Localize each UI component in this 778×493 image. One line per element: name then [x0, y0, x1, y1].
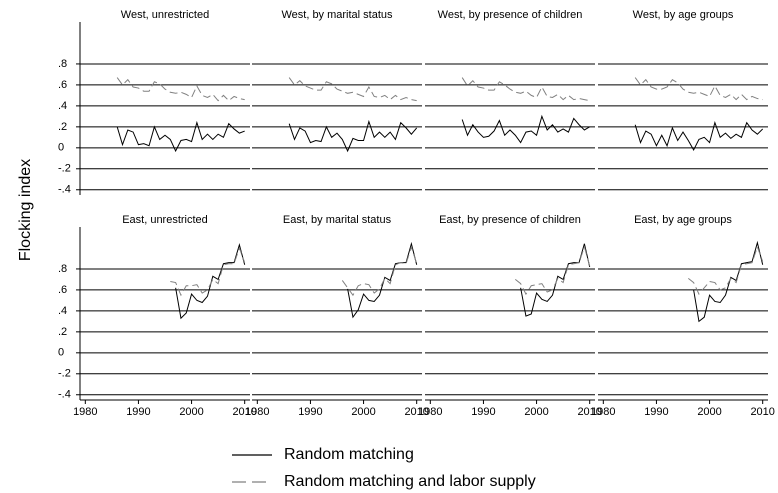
- x-tick-label: 2000: [697, 406, 721, 418]
- series-line: [634, 120, 764, 151]
- y-tick-label: .6: [58, 79, 67, 91]
- panel-title: East, by marital status: [283, 214, 392, 226]
- panel-title: East, unrestricted: [122, 214, 208, 226]
- x-tick-label: 2010: [750, 406, 774, 418]
- panel-title: West, by presence of children: [438, 9, 583, 21]
- y-tick-label: -.4: [58, 184, 71, 196]
- x-tick-label: 2010: [577, 406, 601, 418]
- x-tick-label: 2000: [524, 406, 548, 418]
- y-tick-label: .4: [58, 305, 67, 317]
- x-tick-label: 2000: [179, 406, 203, 418]
- x-tick-label: 2010: [404, 406, 428, 418]
- series-line: [288, 119, 418, 153]
- series-line: [461, 114, 590, 144]
- panel-title: West, unrestricted: [121, 9, 209, 21]
- panel-title: East, by age groups: [634, 214, 732, 226]
- y-tick-label: .8: [58, 263, 67, 275]
- panel-title: West, by marital status: [281, 9, 393, 21]
- x-tick-label: 1990: [298, 406, 322, 418]
- legend-label: Random matching and labor supply: [284, 473, 536, 490]
- x-tick-label: 1980: [418, 406, 442, 418]
- series-line: [341, 245, 418, 297]
- y-tick-label: 0: [58, 142, 64, 154]
- series-line: [116, 77, 245, 102]
- series-line: [520, 243, 591, 317]
- y-tick-label: -.2: [58, 368, 71, 380]
- panel-title: East, by presence of children: [439, 214, 581, 226]
- series-line: [688, 245, 764, 296]
- y-tick-label: .2: [58, 326, 67, 338]
- y-tick-label: .2: [58, 121, 67, 133]
- x-tick-label: 2000: [351, 406, 375, 418]
- y-tick-label: 0: [58, 347, 64, 359]
- y-tick-label: -.2: [58, 163, 71, 175]
- y-tick-label: .4: [58, 100, 67, 112]
- x-tick-label: 1990: [471, 406, 495, 418]
- x-tick-label: 1990: [644, 406, 668, 418]
- y-tick-label: .8: [58, 58, 67, 70]
- series-line: [116, 120, 245, 153]
- series-line: [288, 77, 417, 102]
- y-tick-label: .6: [58, 284, 67, 296]
- x-tick-label: 2010: [232, 406, 256, 418]
- x-tick-label: 1980: [73, 406, 97, 418]
- y-tick-label: -.4: [58, 389, 71, 401]
- series-line: [175, 242, 246, 320]
- series-line: [693, 240, 764, 323]
- legend-label: Random matching: [284, 446, 414, 463]
- series-line: [515, 245, 591, 296]
- series-line: [461, 77, 590, 102]
- panel-title: West, by age groups: [633, 9, 734, 21]
- series-line: [634, 77, 763, 101]
- series-line: [347, 241, 418, 319]
- series-line: [170, 246, 246, 297]
- x-tick-label: 1990: [126, 406, 150, 418]
- x-tick-label: 1980: [591, 406, 615, 418]
- x-tick-label: 1980: [245, 406, 269, 418]
- y-axis-title: Flocking index: [17, 159, 34, 261]
